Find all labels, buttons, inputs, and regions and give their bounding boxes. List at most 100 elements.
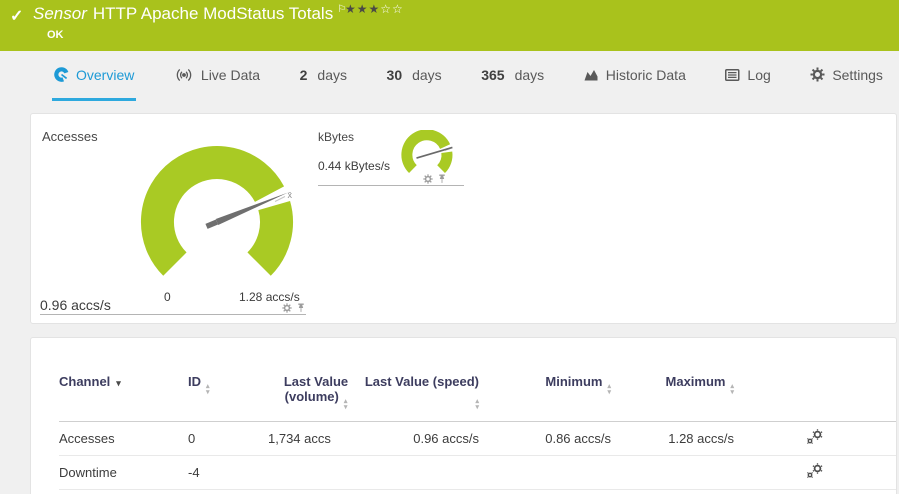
tab-number: 2 xyxy=(299,66,308,83)
column-header-channel[interactable]: Channel ▾ xyxy=(59,374,188,422)
sort-desc-icon: ▾ xyxy=(116,378,121,388)
pin-gauge-icon[interactable] xyxy=(297,303,305,313)
tab-log[interactable]: Log xyxy=(723,51,772,101)
maximum-value: 1.28 accs/s xyxy=(611,421,734,456)
pin-gauge-icon[interactable] xyxy=(438,174,446,184)
table-row: Accesses 0 1,734 accs 0.96 accs/s 0.86 a… xyxy=(59,421,896,456)
live-signal-icon xyxy=(176,68,192,81)
status-badge: OK xyxy=(47,29,64,41)
channel-settings-icon[interactable] xyxy=(806,428,824,445)
tab-label: Historic Data xyxy=(605,66,686,83)
average-marker: x̄ xyxy=(288,190,293,200)
tab-historic-data[interactable]: Historic Data xyxy=(582,51,688,101)
last-value-speed xyxy=(364,455,479,490)
minimum-value: 0.86 accs/s xyxy=(479,421,611,456)
sensor-status-header: ✓ Sensor HTTP Apache ModStatus Totals ⚐ ★★… xyxy=(0,0,899,51)
flag-icon[interactable]: ⚐ xyxy=(337,4,347,15)
gauge-needle xyxy=(215,192,289,225)
ok-check-icon: ✓ xyxy=(10,8,24,25)
tab-live-data[interactable]: Live Data xyxy=(172,51,262,101)
sensor-type-label: Sensor xyxy=(33,4,87,23)
gauge-settings-gear-icon[interactable] xyxy=(282,303,292,313)
tab-2-days[interactable]: 2 days xyxy=(298,51,349,101)
tab-365-days[interactable]: 365 days xyxy=(479,51,546,101)
column-header-id[interactable]: ID ▴ ▾ xyxy=(188,374,268,422)
tab-label: Overview xyxy=(76,66,135,83)
tab-label: days xyxy=(514,66,545,83)
divider xyxy=(318,185,464,186)
channel-id: 0 xyxy=(188,421,268,456)
priority-stars-empty[interactable]: ☆☆ xyxy=(380,2,404,16)
maximum-value xyxy=(611,455,734,490)
maximum-value: 0.57 kBytes/s xyxy=(611,489,734,494)
last-value-volume xyxy=(268,455,364,490)
needle-tail xyxy=(205,219,219,229)
table-header-row: Channel ▾ ID ▴ ▾ Last Value (volume) ▴ ▾ Last… xyxy=(59,374,896,422)
table-row: Downtime -4 xyxy=(59,455,896,490)
last-value-volume: 1,734 accs xyxy=(268,421,364,456)
tab-bar: Overview Live Data 2 days 30 days 365 xyxy=(0,51,899,101)
column-header-actions xyxy=(734,374,896,422)
gauge-title-accesses: Accesses xyxy=(42,129,98,144)
gauge-title-kbytes: kBytes xyxy=(318,130,355,144)
tab-label: Live Data xyxy=(200,66,261,83)
sort-icon: ▴ ▾ xyxy=(730,383,734,396)
channel-name: kBytes xyxy=(59,489,188,494)
minimum-value xyxy=(479,455,611,490)
divider xyxy=(40,314,306,315)
gauge-scale-max: 1.28 accs/s xyxy=(239,290,300,304)
priority-stars-filled[interactable]: ★★★ xyxy=(345,2,381,16)
accesses-gauge-tools xyxy=(282,303,305,313)
tab-settings[interactable]: Settings xyxy=(808,51,885,101)
column-label: Maximum xyxy=(665,374,726,389)
minimum-value: 0.43 kBytes/s xyxy=(479,489,611,494)
kbytes-current-value: 0.44 kBytes/s xyxy=(318,159,391,173)
last-value-volume: 793 kBytes xyxy=(268,489,364,494)
page-title: Sensor HTTP Apache ModStatus Totals ⚐ xyxy=(33,4,346,24)
sort-icon: ▴ ▾ xyxy=(475,398,479,411)
gauge-needle xyxy=(416,146,453,159)
accesses-gauge: x̄ xyxy=(140,146,293,276)
column-label: Minimum xyxy=(545,374,603,389)
area-chart-icon xyxy=(584,70,598,81)
column-header-last-value-speed[interactable]: Last Value (speed) ▴ ▾ xyxy=(364,374,479,422)
tab-label: Log xyxy=(747,66,771,83)
column-header-minimum[interactable]: Minimum ▴ ▾ xyxy=(479,374,611,422)
column-label: (volume) xyxy=(284,389,339,404)
column-label: Channel xyxy=(59,374,111,389)
sort-icon: ▴ ▾ xyxy=(343,398,348,411)
sensor-name: HTTP Apache ModStatus Totals xyxy=(92,4,334,23)
gauges-panel: Accesses x̄ 0 1.28 accs/s 0.96 accs/s kB… xyxy=(30,113,897,324)
tab-number: 365 xyxy=(481,66,505,83)
tab-label: days xyxy=(317,66,347,83)
last-value-speed: 0.44 kBytes/s xyxy=(364,489,479,494)
column-label: Last Value (speed) xyxy=(364,374,479,389)
channel-settings-icon[interactable] xyxy=(806,462,824,479)
sort-icon: ▴ ▾ xyxy=(206,383,210,396)
tab-30-days[interactable]: 30 days xyxy=(385,51,444,101)
channel-id: -4 xyxy=(188,455,268,490)
column-header-maximum[interactable]: Maximum ▴ ▾ xyxy=(611,374,734,422)
tab-label: days xyxy=(412,66,442,83)
last-value-speed: 0.96 accs/s xyxy=(364,421,479,456)
gear-icon xyxy=(810,67,826,82)
column-header-last-value-volume[interactable]: Last Value (volume) ▴ ▾ xyxy=(268,374,364,422)
channel-id: 1 xyxy=(188,489,268,494)
tab-overview[interactable]: Overview xyxy=(52,51,137,101)
column-label: ID xyxy=(188,374,201,389)
channel-name: Accesses xyxy=(59,421,188,456)
tab-label: Settings xyxy=(832,66,883,83)
column-label: Last Value xyxy=(283,374,349,389)
channels-panel: Channel ▾ ID ▴ ▾ Last Value (volume) ▴ ▾ Last… xyxy=(30,337,897,494)
accesses-current-value: 0.96 accs/s xyxy=(40,297,111,313)
priority-stars[interactable]: ★★★☆☆ xyxy=(345,2,404,16)
kbytes-gauge xyxy=(401,130,453,174)
table-row: kBytes 1 793 kBytes 0.44 kBytes/s 0.43 k… xyxy=(59,489,896,494)
gauge-scale-min: 0 xyxy=(164,290,171,304)
kbytes-gauge-tools xyxy=(423,174,446,184)
tab-number: 30 xyxy=(386,66,403,83)
log-list-icon xyxy=(725,68,740,81)
channel-name: Downtime xyxy=(59,455,188,490)
gauge-settings-gear-icon[interactable] xyxy=(423,174,433,184)
